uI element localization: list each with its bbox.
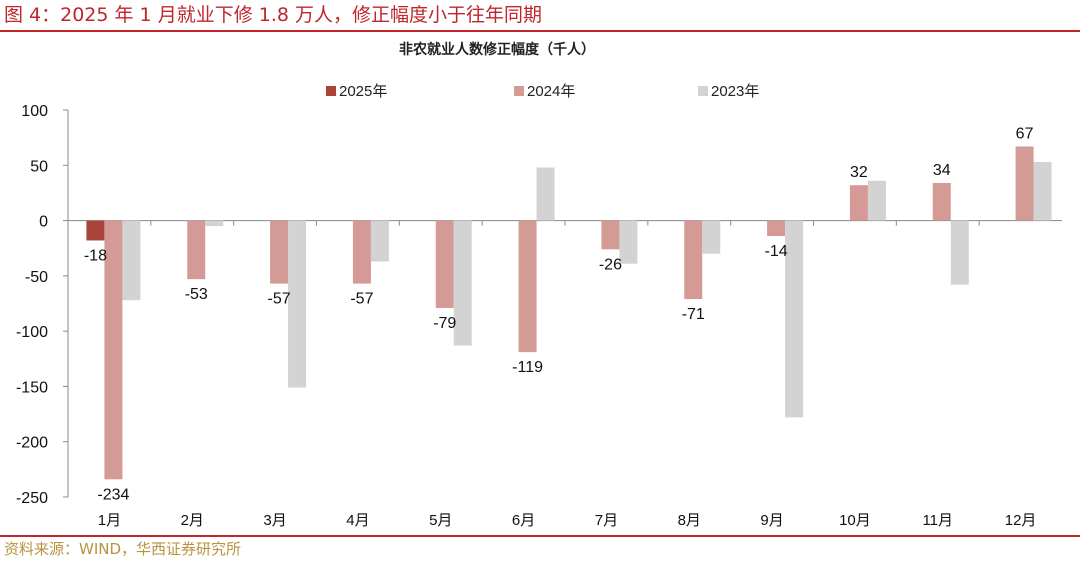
data-label: -234 <box>97 486 129 503</box>
bar-2023-6 <box>536 167 555 221</box>
bar-2023-11 <box>950 220 969 285</box>
y-tick-label: 50 <box>30 158 48 175</box>
legend-label-2: 2024年 <box>527 83 575 100</box>
bar-2023-12 <box>1033 161 1052 221</box>
legend-label-3: 2023年 <box>711 83 759 100</box>
bar-2024-11 <box>932 182 951 221</box>
bar-2024-7 <box>601 220 620 250</box>
y-tick-label: -150 <box>16 379 48 396</box>
legend-swatch-1 <box>326 86 336 96</box>
data-label: -57 <box>350 291 373 308</box>
x-tick-label: 10月 <box>839 512 871 529</box>
revision-bar-chart: 非农就业人数修正幅度（千人） 2025年 2024年 2023年 100 50 0 -50 -1… <box>16 41 1062 529</box>
x-tick-label: 9月 <box>760 512 783 529</box>
bar-2024-1 <box>104 220 123 480</box>
x-tick-label: 2月 <box>181 512 204 529</box>
data-label: -71 <box>682 306 705 323</box>
title-divider <box>0 30 1080 32</box>
data-label: -79 <box>433 315 456 332</box>
y-tick-label: -50 <box>25 269 48 286</box>
y-tick-label: -200 <box>16 435 48 452</box>
data-label: -119 <box>512 359 543 376</box>
data-label: -53 <box>185 286 208 303</box>
x-tick-label: 6月 <box>512 512 535 529</box>
bar-2023-7 <box>619 220 638 264</box>
bar-2023-9 <box>785 220 804 418</box>
x-tick-label: 4月 <box>346 512 369 529</box>
figure-title: 图 4：2025 年 1 月就业下修 1.8 万人，修正幅度小于往年同期 <box>4 4 542 26</box>
bar-2024-2 <box>187 220 206 280</box>
bar-2023-3 <box>288 220 307 388</box>
source-note: 资料来源：WIND，华西证券研究所 <box>4 540 242 558</box>
x-tick-label: 11月 <box>922 512 953 529</box>
x-tick-label: 5月 <box>429 512 452 529</box>
data-label: 34 <box>933 162 951 179</box>
footer-divider <box>0 535 1080 537</box>
legend-label-1: 2025年 <box>339 83 387 100</box>
y-tick-label: 100 <box>21 103 48 120</box>
bar-2024-10 <box>849 185 868 221</box>
chart-title: 非农就业人数修正幅度（千人） <box>399 41 595 57</box>
x-tick-label: 3月 <box>263 512 286 529</box>
bar-2024-8 <box>684 220 703 300</box>
y-tick-label: -100 <box>16 324 48 341</box>
x-tick-label: 12月 <box>1005 512 1037 529</box>
data-label: -26 <box>599 256 622 273</box>
bar-2024-4 <box>352 220 371 284</box>
y-tick-label: -250 <box>16 490 48 507</box>
data-label: -57 <box>268 291 291 308</box>
y-tick-label: 0 <box>39 214 48 231</box>
bar-2024-3 <box>270 220 289 284</box>
data-label: 32 <box>850 164 868 181</box>
data-label: -18 <box>84 247 107 264</box>
x-tick-label: 8月 <box>678 512 701 529</box>
bar-2023-4 <box>370 220 389 262</box>
x-tick-label: 7月 <box>595 512 618 529</box>
bar-2023-2 <box>205 220 224 227</box>
bar-2024-12 <box>1015 146 1034 221</box>
data-label: -14 <box>765 243 788 260</box>
legend-swatch-2 <box>514 86 524 96</box>
bar-2023-10 <box>867 180 886 221</box>
data-label: 67 <box>1016 125 1034 142</box>
bar-2024-5 <box>435 220 454 308</box>
bar-2025-1 <box>86 220 105 241</box>
legend-swatch-3 <box>698 86 708 96</box>
bar-2023-1 <box>122 220 141 301</box>
x-tick-label: 1月 <box>98 512 121 529</box>
bar-2023-8 <box>702 220 721 254</box>
bar-2023-5 <box>453 220 472 346</box>
bar-2024-6 <box>518 220 537 353</box>
bar-2024-9 <box>767 220 786 237</box>
